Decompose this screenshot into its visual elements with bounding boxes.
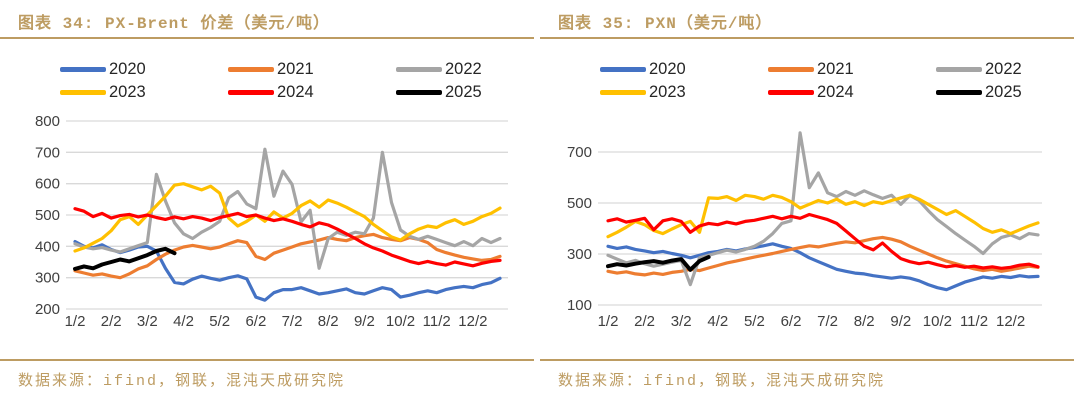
- x-tick-label: 11/2: [960, 313, 988, 330]
- title-rule: [540, 37, 1074, 39]
- x-tick-label: 8/2: [854, 313, 875, 330]
- x-tick-label: 5/2: [744, 313, 765, 330]
- series-line-2024: [606, 212, 1040, 270]
- legend-label: 2022: [985, 60, 1022, 79]
- legend-item-2024: 2024: [768, 81, 936, 104]
- source-rule: [540, 359, 1074, 361]
- y-tick-label: 500: [35, 207, 60, 224]
- y-tick-label: 700: [567, 144, 592, 161]
- chart-legend: 2020 2021 2022 2023 2024 2025: [0, 58, 600, 104]
- x-tick-label: 10/2: [923, 313, 952, 330]
- legend-item-2021: 2021: [768, 58, 936, 81]
- x-tick-label: 9/2: [354, 313, 375, 330]
- chart-panel-pxn: 图表 35: PXN（美元/吨） 2020 2021 2022 2023 2024 202…: [540, 0, 1080, 402]
- legend-label: 2025: [985, 83, 1022, 102]
- legend-swatch-2023: [600, 90, 646, 95]
- legend-item-2022: 2022: [396, 58, 564, 81]
- legend-item-2023: 2023: [600, 81, 768, 104]
- legend-label: 2021: [817, 60, 854, 79]
- legend-item-2025: 2025: [936, 81, 1080, 104]
- legend-item-2025: 2025: [396, 81, 564, 104]
- legend-label: 2020: [649, 60, 686, 79]
- title-rule: [0, 37, 534, 39]
- chart-title: 图表 35: PXN（美元/吨）: [558, 15, 773, 33]
- chart-title: 图表 34: PX-Brent 价差（美元/吨）: [18, 15, 331, 33]
- x-tick-label: 2/2: [101, 313, 122, 330]
- source-rule: [0, 359, 534, 361]
- y-tick-label: 200: [35, 301, 60, 318]
- y-tick-label: 600: [35, 176, 60, 193]
- legend-swatch-2022: [396, 67, 442, 72]
- legend-label: 2025: [445, 83, 482, 102]
- series-line-2021: [606, 235, 1040, 277]
- x-tick-label: 10/2: [386, 313, 415, 330]
- x-tick-label: 9/2: [890, 313, 911, 330]
- x-tick-label: 8/2: [318, 313, 339, 330]
- source-text: 数据来源：ifind，钢联，混沌天成研究院: [18, 373, 346, 390]
- legend-label: 2020: [109, 60, 146, 79]
- series-line-2020: [73, 240, 502, 302]
- x-tick-label: 6/2: [245, 313, 266, 330]
- legend-item-2024: 2024: [228, 81, 396, 104]
- x-tick-label: 4/2: [173, 313, 194, 330]
- y-tick-label: 100: [567, 297, 592, 314]
- series-line-2020: [606, 242, 1040, 292]
- chart-legend: 2020 2021 2022 2023 2024 2025: [540, 58, 1080, 104]
- legend-swatch-2024: [768, 90, 814, 95]
- x-tick-label: 2/2: [634, 313, 655, 330]
- x-tick-label: 7/2: [282, 313, 303, 330]
- y-tick-label: 800: [35, 113, 60, 130]
- y-tick-label: 300: [35, 270, 60, 287]
- series-line-2025: [606, 255, 711, 272]
- legend-swatch-2020: [60, 67, 106, 72]
- legend-swatch-2022: [936, 67, 982, 72]
- x-tick-label: 5/2: [209, 313, 230, 330]
- legend-label: 2022: [445, 60, 482, 79]
- x-tick-label: 12/2: [996, 313, 1025, 330]
- x-tick-label: 1/2: [65, 313, 86, 330]
- series-line-2023: [606, 193, 1040, 239]
- x-tick-label: 12/2: [458, 313, 487, 330]
- legend-label: 2023: [649, 83, 686, 102]
- legend-item-2020: 2020: [60, 58, 228, 81]
- legend-item-2023: 2023: [60, 81, 228, 104]
- x-tick-label: 4/2: [707, 313, 728, 330]
- series-line-2022: [73, 147, 502, 270]
- x-tick-label: 3/2: [137, 313, 158, 330]
- chart-svg: 800 700 600 500 400 300 200 1/2 2/2 3/2 4/2 5/2 6/2 7…: [35, 113, 508, 330]
- series-line-2024: [73, 207, 502, 268]
- legend-item-2020: 2020: [600, 58, 768, 81]
- legend-swatch-2025: [396, 90, 442, 95]
- legend-swatch-2024: [228, 90, 274, 95]
- legend-label: 2021: [277, 60, 314, 79]
- legend-label: 2024: [817, 83, 854, 102]
- x-tick-label: 6/2: [781, 313, 802, 330]
- chart-svg: 700 500 300 100 1/2 2/2 3/2 4/2 5/2 6/2 7/2 8/2 9/2 1…: [567, 131, 1042, 330]
- y-tick-label: 300: [567, 246, 592, 263]
- legend-swatch-2020: [600, 67, 646, 72]
- x-tick-label: 11/2: [423, 313, 451, 330]
- x-tick-label: 7/2: [817, 313, 838, 330]
- legend-swatch-2023: [60, 90, 106, 95]
- legend-label: 2024: [277, 83, 314, 102]
- y-tick-label: 400: [35, 238, 60, 255]
- x-tick-label: 1/2: [598, 313, 619, 330]
- series-line-2025: [73, 246, 177, 271]
- legend-label: 2023: [109, 83, 146, 102]
- y-tick-label: 700: [35, 144, 60, 161]
- legend-swatch-2021: [768, 67, 814, 72]
- legend-swatch-2021: [228, 67, 274, 72]
- series-line-2021: [73, 232, 502, 280]
- legend-item-2021: 2021: [228, 58, 396, 81]
- x-tick-label: 3/2: [671, 313, 692, 330]
- source-text: 数据来源：ifind，钢联，混沌天成研究院: [558, 373, 886, 390]
- legend-item-2022: 2022: [936, 58, 1080, 81]
- legend-swatch-2025: [936, 90, 982, 95]
- y-tick-label: 500: [567, 195, 592, 212]
- chart-panel-px-brent: 图表 34: PX-Brent 价差（美元/吨） 2020 2021 2022 202…: [0, 15, 534, 390]
